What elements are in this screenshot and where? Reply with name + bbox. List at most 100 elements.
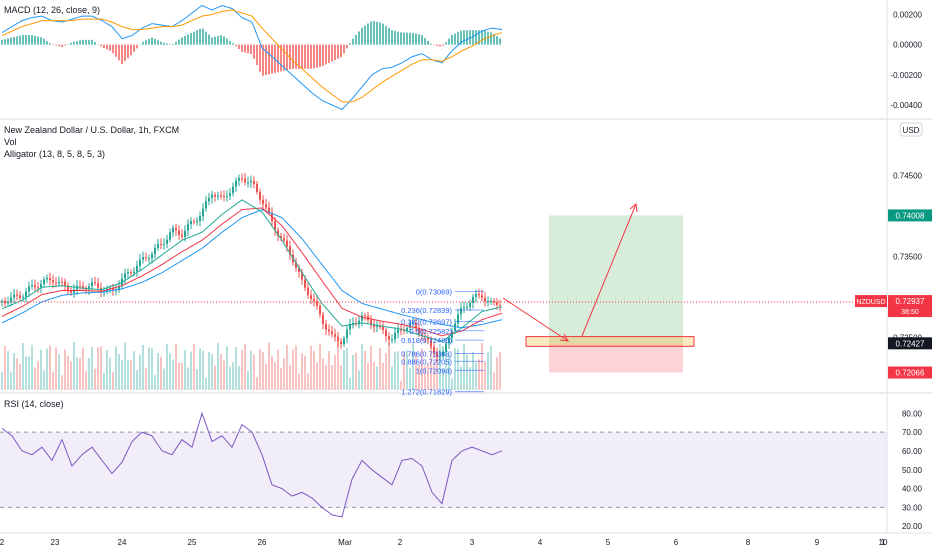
volume-bar (4, 345, 6, 390)
macd-hist-bar (226, 38, 228, 45)
macd-hist-bar (73, 41, 75, 45)
volume-bar (391, 366, 393, 390)
volume-bar (202, 350, 204, 390)
macd-hist-bar (190, 33, 192, 45)
volume-bar (154, 375, 156, 390)
volume-bar (298, 373, 300, 390)
projection-arrows[interactable] (502, 203, 638, 342)
macd-hist-bar (166, 43, 168, 45)
volume-bar (340, 365, 342, 390)
macd-hist-bar (397, 31, 399, 45)
fib-level-label: 1.272(0.71829) (401, 388, 452, 397)
candle-body (454, 323, 456, 331)
macd-hist-bar (202, 28, 204, 45)
macd-hist-bar (430, 43, 432, 45)
arrow-up-to-target[interactable] (581, 203, 637, 337)
candle-body (163, 243, 165, 245)
macd-hist-bar (244, 44, 246, 53)
volume-bar (241, 349, 243, 390)
macd-hist-bar (40, 37, 42, 45)
candle-body (46, 277, 48, 280)
macd-hist-bar (7, 38, 9, 45)
fib-level-label: 0.236(0.72839) (401, 306, 452, 315)
macd-hist-bar (373, 21, 375, 45)
candle-body (34, 285, 36, 288)
macd-hist-bar (64, 44, 66, 46)
volume-bar (13, 352, 15, 390)
candle-body (421, 333, 423, 336)
macd-hist-bar (334, 44, 336, 61)
fibonacci-retracement[interactable]: 0(0.73069)0.236(0.72839)0.382(0.72697)0.… (401, 287, 484, 397)
macd-hist-bar (415, 33, 417, 45)
arrow-down-to-entry[interactable] (502, 297, 569, 342)
candle-body (418, 328, 420, 334)
candle-body (493, 301, 495, 303)
macd-line (1, 4, 503, 111)
x-tick-label: 1 (881, 538, 886, 547)
macd-hist-bar (220, 35, 222, 45)
volume-bar (397, 351, 399, 390)
candle-body (376, 326, 378, 328)
candle-body (241, 178, 243, 180)
alligator-lips (1, 199, 503, 343)
fib-level-label: 0.886(0.72205) (401, 357, 452, 366)
position-profit-zone[interactable] (549, 215, 683, 344)
volume-bar (187, 367, 189, 390)
position-loss-zone[interactable] (549, 343, 683, 373)
macd-hist-bar (112, 44, 114, 54)
currency-badge[interactable] (899, 122, 923, 137)
macd-hist-bar (325, 44, 327, 65)
volume-bar (256, 377, 258, 390)
volume-bar (274, 362, 276, 390)
volume-bar (346, 348, 348, 390)
candle-body (400, 329, 402, 331)
volume-indicator-title[interactable]: Vol (4, 137, 17, 147)
candle-body (283, 238, 285, 241)
macd-hist-bar (49, 43, 51, 45)
macd-hist-bar (418, 34, 420, 45)
arrow-up-head (629, 203, 638, 213)
macd-hist-bar (76, 41, 78, 45)
candle-body (211, 194, 213, 198)
y-tick-label: 0.00200 (893, 11, 922, 20)
macd-hist-bar (238, 44, 240, 50)
candle-body (79, 285, 81, 287)
macd-hist-bar (34, 35, 36, 45)
candle-body (472, 296, 474, 303)
alligator-teeth (1, 207, 503, 337)
alligator-title[interactable]: Alligator (13, 8, 5, 8, 5, 3) (4, 149, 105, 159)
candle-body (277, 230, 279, 237)
candle-body (22, 296, 24, 298)
symbol-title[interactable]: New Zealand Dollar / U.S. Dollar, 1h, FX… (4, 125, 179, 135)
candle-body (166, 239, 168, 244)
volume-bar (112, 372, 114, 390)
rsi-series-line (1, 411, 503, 518)
volume-bar (235, 347, 237, 390)
volume-bar (343, 350, 345, 390)
entry-zone-rectangle[interactable] (525, 336, 695, 347)
macd-hist-bar (181, 37, 183, 45)
price-scale-ticks[interactable]: 0.00200 0.00000 -0.00200 -0.00400 0.74500 0.7… (890, 11, 922, 532)
candle-body (436, 353, 438, 357)
candle-body (208, 197, 210, 202)
x-tick-label: 8 (746, 538, 751, 547)
macd-hist-bar (403, 32, 405, 45)
macd-hist-bar (328, 44, 330, 64)
time-scale-ticks[interactable]: 2 23 24 25 26 Mar 2 3 4 5 6 8 9 101 (0, 538, 888, 547)
candle-body (220, 195, 222, 197)
macd-hist-bar (292, 44, 294, 69)
volume-bar (478, 359, 480, 390)
volume-bar (145, 368, 147, 390)
candle-body (196, 220, 198, 222)
rsi-title[interactable]: RSI (14, close) (4, 399, 64, 409)
candle-body (334, 334, 336, 337)
y-tick-label: 0.00000 (893, 41, 922, 50)
candle-body (214, 194, 216, 197)
macd-title[interactable]: MACD (12, 26, close, 9) (4, 5, 100, 15)
candle-body (148, 258, 150, 260)
macd-hist-bar (184, 36, 186, 45)
macd-hist-bar (118, 44, 120, 61)
volume-bar (16, 358, 18, 390)
